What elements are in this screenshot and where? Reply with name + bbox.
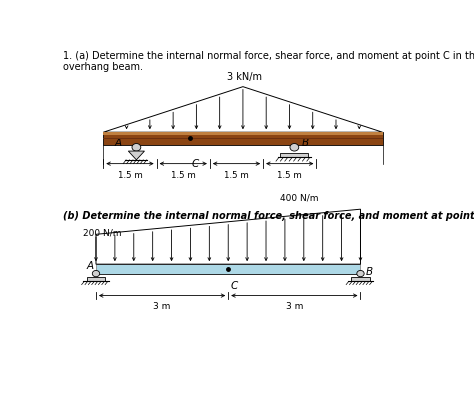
Text: C: C	[230, 282, 237, 291]
Bar	[96, 264, 360, 274]
Text: A: A	[115, 138, 122, 148]
Text: 3 kN/m: 3 kN/m	[227, 72, 262, 82]
Text: 200 N/m: 200 N/m	[83, 228, 122, 237]
Circle shape	[290, 144, 299, 151]
Text: 1.5 m: 1.5 m	[277, 171, 302, 180]
Text: C: C	[191, 159, 199, 169]
Bar	[351, 277, 370, 282]
Text: 400 N/m: 400 N/m	[280, 194, 318, 203]
Text: B: B	[366, 267, 373, 277]
Text: 1. (a) Determine the internal normal force, shear force, and moment at point C i: 1. (a) Determine the internal normal for…	[63, 51, 474, 72]
Text: 1.5 m: 1.5 m	[171, 171, 196, 180]
Text: A: A	[87, 261, 94, 271]
Bar	[103, 137, 383, 140]
Bar	[103, 132, 383, 145]
Polygon shape	[128, 151, 145, 160]
Circle shape	[357, 271, 364, 277]
Bar	[281, 153, 308, 157]
Text: B: B	[301, 138, 309, 148]
Bar	[87, 277, 105, 282]
Text: 3 m: 3 m	[154, 302, 171, 311]
Text: 1.5 m: 1.5 m	[224, 171, 249, 180]
Circle shape	[92, 271, 100, 277]
Text: 1.5 m: 1.5 m	[118, 171, 142, 180]
Circle shape	[132, 144, 141, 151]
Text: (b) Determine the internal normal force, shear force, and moment at point C of t: (b) Determine the internal normal force,…	[63, 211, 474, 221]
Text: 3 m: 3 m	[286, 302, 303, 311]
Bar	[103, 132, 383, 135]
